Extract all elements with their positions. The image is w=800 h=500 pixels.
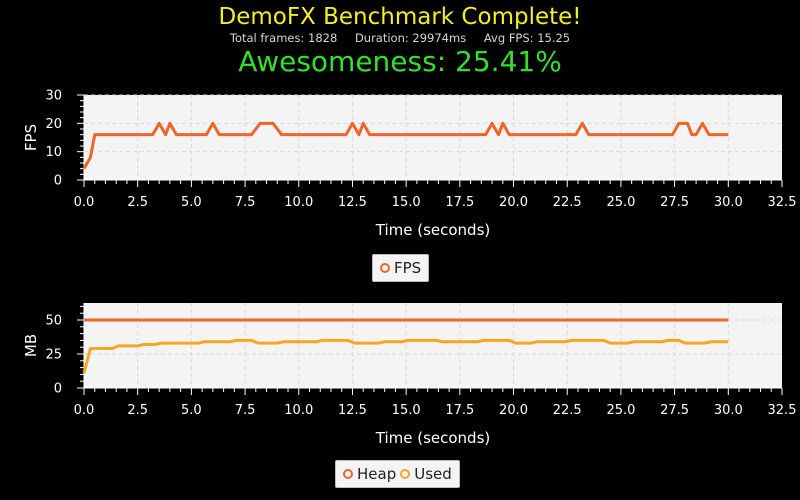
plot-area [84, 95, 782, 180]
x-tick-label: 27.5 [660, 403, 689, 418]
x-tick-label: 2.5 [127, 403, 148, 418]
legend-marker [343, 469, 353, 479]
legend-label: Used [414, 465, 452, 483]
x-tick-label: 15.0 [392, 195, 421, 210]
legend-item-used: Used [400, 465, 452, 483]
y-tick-label: 50 [45, 314, 62, 329]
x-tick-label: 5.0 [181, 403, 202, 418]
x-tick-label: 32.5 [768, 403, 797, 418]
avg-fps-text: Avg FPS: 15.25 [483, 31, 571, 45]
x-axis-label: Time (seconds) [375, 221, 491, 239]
x-tick-label: 17.5 [445, 403, 474, 418]
x-tick-label: 32.5 [768, 195, 797, 210]
x-tick-label: 25.0 [606, 403, 635, 418]
x-axis-label: Time (seconds) [375, 429, 491, 447]
fps-chart: 0.0 2.5 5.0 7.5 10.0 12.5 15.0 17.5 20.0 22.5 25.0… [22, 89, 797, 240]
x-tick-label: 10.0 [284, 403, 313, 418]
x-tick-label: 0.0 [74, 195, 95, 210]
series-line-fps [82, 121, 729, 170]
y-tick-label: 25 [45, 348, 62, 363]
awesomeness-score: Awesomeness: 25.41% [238, 45, 562, 78]
y-tick-label: 20 [45, 117, 62, 132]
memory-chart: 0.0 2.5 5.0 7.5 10.0 12.5 15.0 17.5 20.0 22.5 25.0… [22, 303, 797, 447]
x-tick-label: 20.0 [499, 403, 528, 418]
x-tick-label: 2.5 [127, 195, 148, 210]
total-frames-text: Total frames: 1828 [229, 31, 338, 45]
x-tick-label: 5.0 [181, 195, 202, 210]
legend-marker [380, 263, 390, 273]
series-line-used [82, 338, 729, 374]
x-tick-label: 10.0 [284, 195, 313, 210]
duration-text: Duration: 29974ms [354, 31, 467, 45]
y-tick-label: 30 [45, 89, 62, 104]
legend-label: Heap [357, 465, 397, 483]
x-tick-label: 12.5 [338, 195, 367, 210]
benchmark-stats: Total frames: 1828 Duration: 29974ms Avg… [0, 31, 800, 45]
y-axis-label: FPS [22, 124, 40, 151]
legend-item-heap: Heap [343, 465, 396, 483]
y-tick-label: 0 [54, 382, 62, 397]
x-tick-label: 27.5 [660, 195, 689, 210]
legend-marker [400, 469, 411, 479]
y-tick-label: 0 [54, 174, 62, 189]
x-tick-label: 0.0 [74, 403, 95, 418]
x-tick-label: 30.0 [714, 403, 743, 418]
benchmark-title: DemoFX Benchmark Complete! [218, 4, 582, 30]
plot-area [84, 303, 782, 388]
x-tick-label: 15.0 [392, 403, 421, 418]
fps-legend: FPS [372, 254, 430, 282]
x-tick-label: 25.0 [606, 195, 635, 210]
legend-item-fps: FPS [380, 259, 421, 277]
x-tick-label: 17.5 [445, 195, 474, 210]
x-tick-label: 22.5 [553, 403, 582, 418]
memory-legend: Heap Used [335, 460, 460, 488]
x-tick-label: 30.0 [714, 195, 743, 210]
x-tick-label: 7.5 [235, 195, 256, 210]
x-tick-label: 20.0 [499, 195, 528, 210]
x-tick-label: 22.5 [553, 195, 582, 210]
x-tick-label: 12.5 [338, 403, 367, 418]
y-axis-label: MB [22, 334, 40, 357]
x-tick-label: 7.5 [235, 403, 256, 418]
y-tick-label: 10 [45, 145, 62, 160]
legend-label: FPS [394, 259, 422, 277]
